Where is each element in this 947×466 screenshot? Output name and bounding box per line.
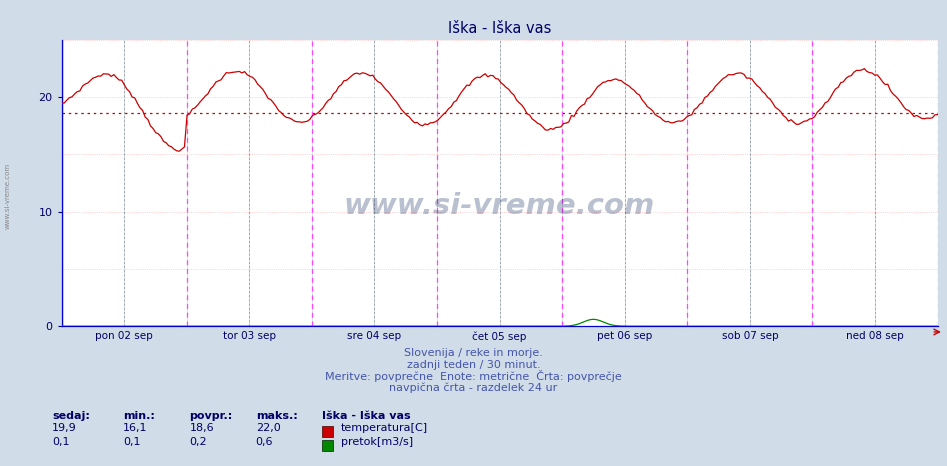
Text: temperatura[C]: temperatura[C] (341, 423, 428, 433)
Text: 18,6: 18,6 (189, 423, 214, 433)
Text: sedaj:: sedaj: (52, 411, 90, 421)
Text: 19,9: 19,9 (52, 423, 77, 433)
Text: navpična črta - razdelek 24 ur: navpična črta - razdelek 24 ur (389, 383, 558, 393)
Text: maks.:: maks.: (256, 411, 297, 421)
Text: Slovenija / reke in morje.: Slovenija / reke in morje. (404, 349, 543, 358)
Text: 22,0: 22,0 (256, 423, 280, 433)
Title: Iška - Iška vas: Iška - Iška vas (448, 21, 551, 36)
Text: Iška - Iška vas: Iška - Iška vas (322, 411, 411, 421)
Text: 0,1: 0,1 (52, 437, 69, 447)
Text: povpr.:: povpr.: (189, 411, 233, 421)
Text: 0,6: 0,6 (256, 437, 273, 447)
Text: www.si-vreme.com: www.si-vreme.com (5, 163, 10, 229)
Text: 16,1: 16,1 (123, 423, 148, 433)
Text: Meritve: povprečne  Enote: metrične  Črta: povprečje: Meritve: povprečne Enote: metrične Črta:… (325, 370, 622, 382)
Text: min.:: min.: (123, 411, 155, 421)
Text: pretok[m3/s]: pretok[m3/s] (341, 437, 413, 447)
Text: 0,1: 0,1 (123, 437, 140, 447)
Text: www.si-vreme.com: www.si-vreme.com (344, 192, 655, 220)
Text: zadnji teden / 30 minut.: zadnji teden / 30 minut. (406, 360, 541, 370)
Text: 0,2: 0,2 (189, 437, 207, 447)
